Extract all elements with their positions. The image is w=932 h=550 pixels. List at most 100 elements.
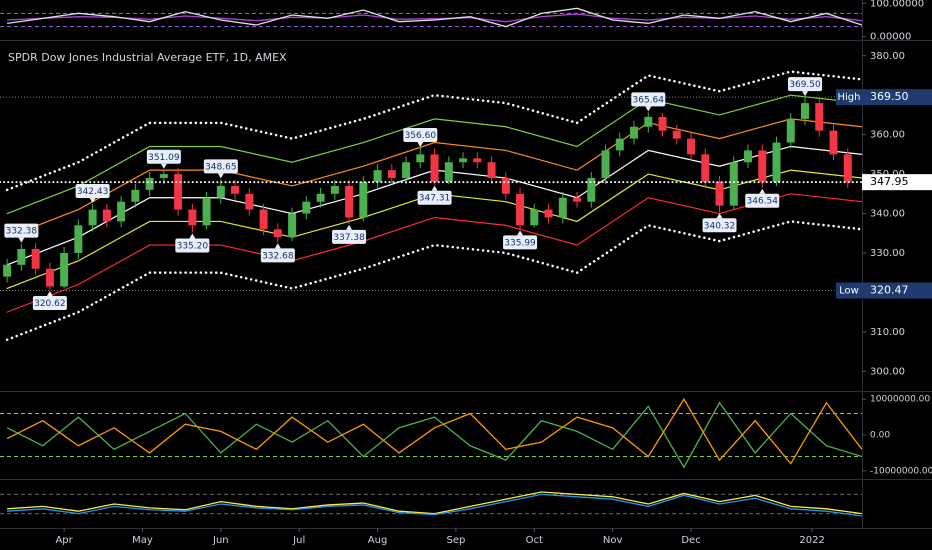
x-tick-label: 2022 (799, 535, 824, 546)
pane (0, 7, 862, 28)
annotation-box (4, 223, 39, 238)
annotation-pointer (802, 91, 809, 97)
annotation-box (417, 190, 452, 205)
annotation-pointer (716, 213, 723, 219)
annotation-box (146, 149, 181, 164)
annotation-pointer (217, 173, 224, 179)
candle-body (117, 201, 126, 222)
candle-body (715, 181, 724, 206)
candle-body (501, 178, 510, 194)
candle-body (430, 154, 439, 182)
y-tick-label: 0.00 (870, 431, 890, 441)
annotation-pointer (189, 233, 196, 239)
candle-body (444, 162, 453, 182)
candle-body (302, 201, 311, 214)
candle-body (487, 162, 496, 179)
candle-body (630, 126, 639, 139)
candle-body (74, 225, 83, 253)
candle-body (530, 209, 539, 226)
candle-body (245, 193, 254, 210)
x-tick-label: Dec (681, 535, 700, 546)
annotation-box (203, 159, 238, 174)
candle-body (587, 178, 596, 202)
candle-body (601, 150, 610, 179)
x-tick-label: Apr (55, 535, 73, 546)
annotation-label: 332.68 (262, 251, 294, 261)
annotation-pointer (89, 197, 96, 203)
annotation-pointer (346, 224, 353, 230)
indicator-line (7, 7, 862, 28)
candle-body (202, 197, 211, 226)
annotation-box (260, 248, 295, 263)
candle-body (672, 130, 681, 139)
candle-body (345, 185, 354, 218)
annotation-pointer (46, 290, 53, 296)
indicator-line (6, 397, 862, 465)
candle-body (744, 150, 753, 163)
candle-body (17, 249, 26, 265)
x-tick-label: Sep (447, 535, 466, 546)
x-tick-label: Jul (292, 535, 305, 546)
x-tick-label: Aug (368, 535, 388, 546)
annotation-label: 356.60 (405, 131, 437, 141)
last-price-label: 347.95 (870, 175, 909, 188)
band-line (6, 94, 862, 215)
candle-body (843, 154, 852, 183)
candle-body (786, 118, 795, 143)
candle-body (402, 162, 411, 179)
y-tick-label: 10000000.00 (870, 395, 930, 405)
level-value: 320.47 (870, 284, 909, 297)
annotation-pointer (759, 188, 766, 194)
annotation-label: 340.32 (704, 221, 736, 231)
candle-body (45, 268, 54, 287)
annotation-label: 369.50 (789, 80, 821, 90)
candle-body (758, 150, 767, 182)
candle-body (131, 189, 140, 202)
annotation-box (175, 238, 210, 253)
candle-body (174, 174, 183, 210)
level-value-box (862, 89, 932, 106)
last-price-box (862, 174, 932, 191)
candle-body (772, 142, 781, 182)
annotation-pointer (18, 237, 25, 243)
annotation-pointer (417, 142, 424, 148)
candle-body (473, 158, 482, 163)
annotation-label: 335.99 (504, 238, 536, 248)
candle-body (387, 170, 396, 179)
candle-body (801, 103, 810, 119)
candle-body (729, 162, 738, 206)
y-tick-label: 0.00000 (870, 32, 911, 43)
level-value-box (862, 282, 932, 299)
annotation-pointer (274, 243, 281, 249)
annotation-box (503, 235, 538, 250)
pane (0, 491, 862, 517)
annotation-label: 365.64 (633, 95, 665, 105)
candle-body (31, 249, 40, 269)
pane (0, 397, 862, 469)
annotation-label: 337.38 (333, 233, 365, 243)
candle-body (573, 197, 582, 202)
candle-body (188, 209, 197, 226)
y-tick-label: 330.00 (870, 248, 905, 259)
band-line (6, 118, 862, 238)
level-tag-label: High (838, 92, 861, 103)
candle-body (102, 209, 111, 222)
candle-body (259, 209, 268, 230)
annotation-box (403, 128, 438, 143)
y-tick-label: 380.00 (870, 51, 905, 62)
annotation-pointer (431, 185, 438, 191)
x-tick-label: Oct (526, 535, 543, 546)
candle-body (231, 185, 240, 194)
candle-body (216, 185, 225, 198)
candle-body (516, 193, 525, 226)
annotation-box (702, 218, 737, 233)
indicator-line (7, 491, 862, 515)
chart-title: SPDR Dow Jones Industrial Average ETF, 1… (8, 51, 287, 64)
annotation-label: 335.20 (177, 241, 209, 251)
annotation-label: 347.31 (419, 194, 451, 204)
level-tag-label: Low (839, 286, 859, 297)
annotation-label: 332.38 (6, 227, 38, 237)
